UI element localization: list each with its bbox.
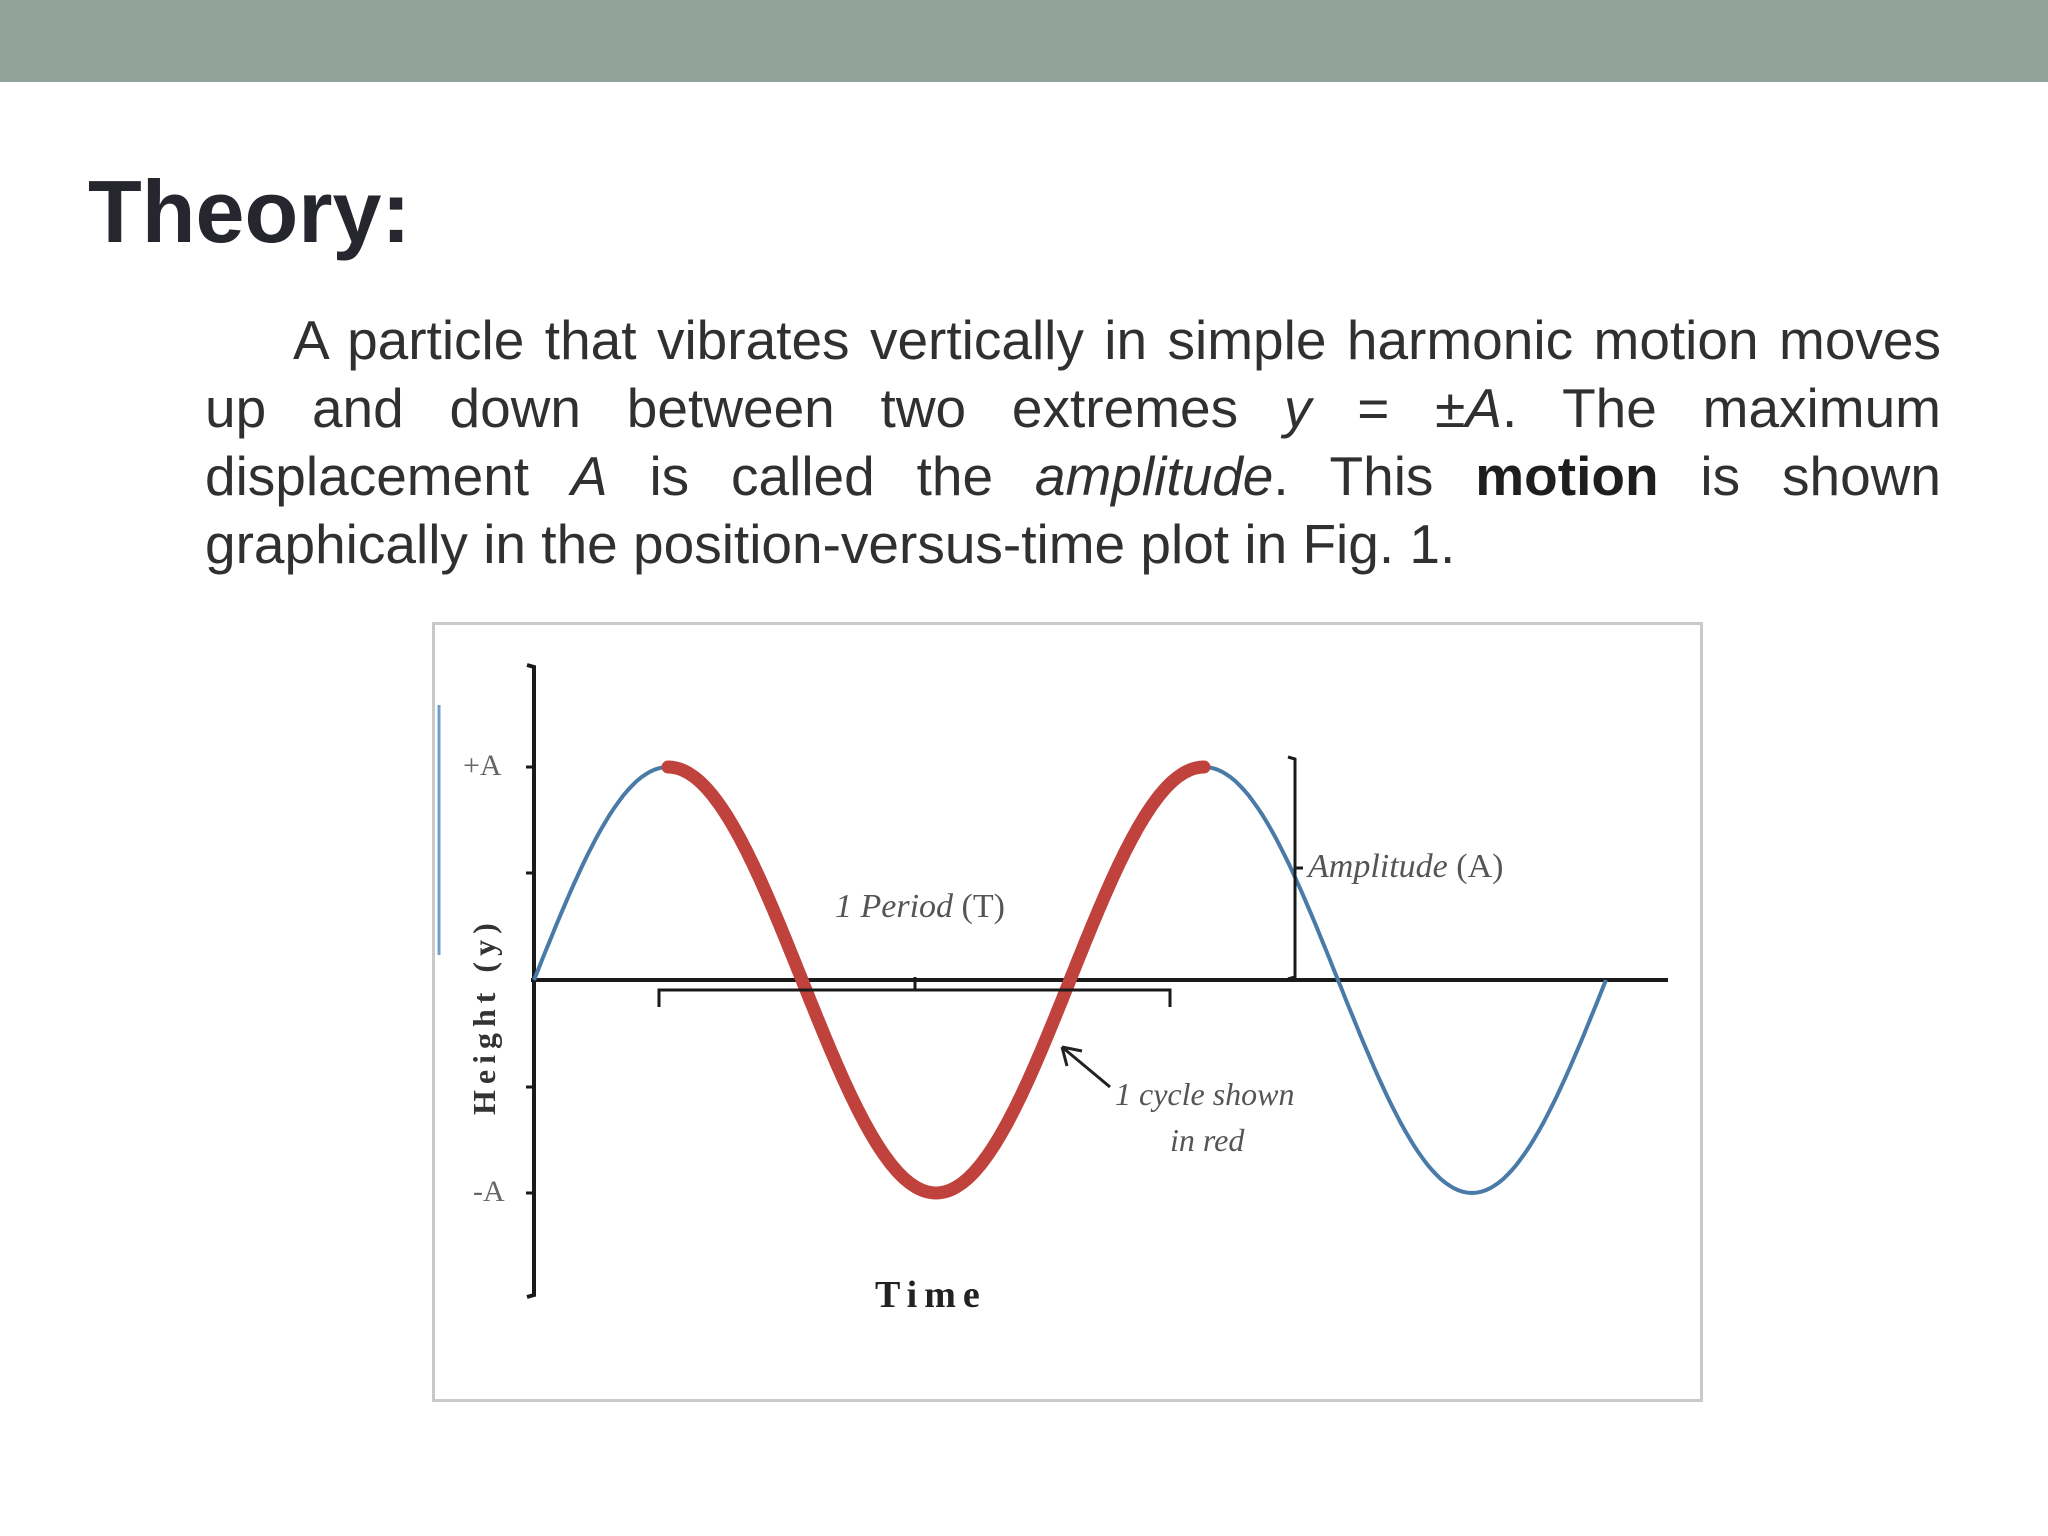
paragraph-text-1: A particle that vibrates vertically in s… [205,309,1941,439]
cycle-arrow-line [1061,1045,1111,1089]
period-label: 1 Period (T) [835,888,1005,925]
tick-label-minus-A: -A [473,1175,505,1208]
sine-wave-figure: +A -A Height (y) Time 1 Period (T) Ampli… [437,663,1668,1316]
period-label-symbol: (T) [953,888,1005,925]
paragraph-text-3: . The maximum displacement [205,377,1941,507]
header-band [0,0,2048,82]
paragraph-text-2: = ± [1311,377,1466,439]
paragraph-text-4: is called the [607,445,1035,507]
figure-frame: +A -A Height (y) Time 1 Period (T) Ampli… [432,622,1703,1402]
amplitude-label-text: Amplitude [1306,848,1448,885]
cycle-note-line1: 1 cycle shown [1115,1076,1295,1112]
slide-title: Theory: [88,162,411,261]
theory-paragraph: A particle that vibrates vertically in s… [205,306,1941,578]
variable-A-2: A [570,445,608,507]
paragraph-text-5: . This [1273,445,1476,507]
period-label-text: 1 Period [835,888,954,925]
bold-motion: motion [1475,445,1659,507]
cycle-note-line2: in red [1170,1122,1245,1158]
tick-label-plus-A: +A [463,749,502,782]
paragraph-text-6: is shown graphically in the position-ver… [205,445,1941,575]
amplitude-label: Amplitude (A) [1306,848,1503,885]
y-axis-label: Height (y) [466,917,502,1115]
x-axis-label: Time [875,1274,987,1316]
term-amplitude: amplitude [1034,445,1274,507]
red-cycle-curve [661,760,1211,1200]
cycle-arrow-head-icon [1060,1045,1083,1067]
amplitude-label-symbol: (A) [1448,848,1504,885]
period-bracket [657,988,1172,1007]
variable-y: y [1283,377,1312,439]
variable-A: A [1465,377,1502,439]
